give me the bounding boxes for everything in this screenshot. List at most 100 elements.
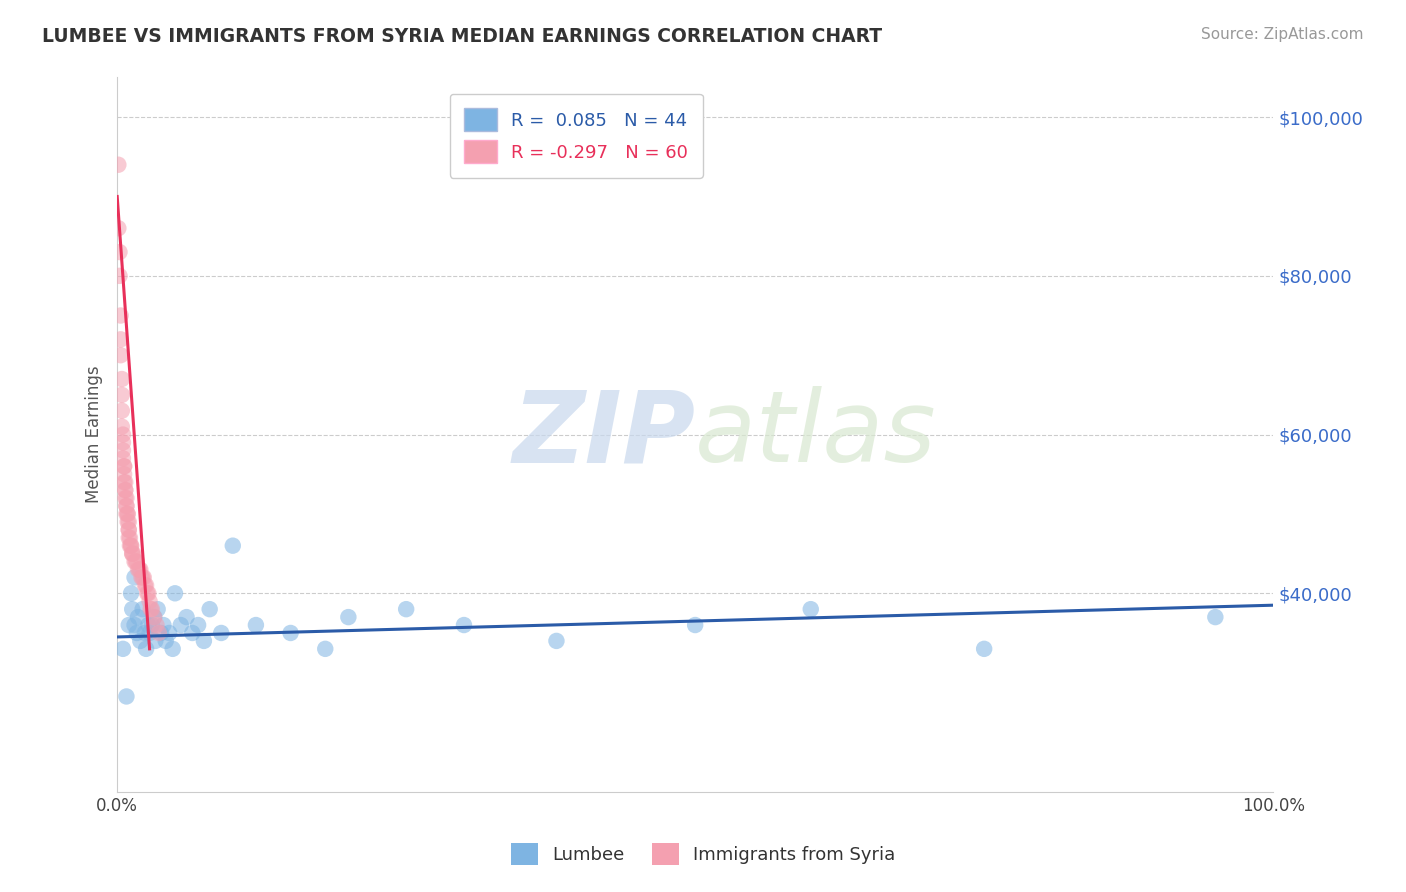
Point bbox=[143, 634, 166, 648]
Point bbox=[108, 268, 131, 283]
Point bbox=[134, 578, 156, 592]
Text: LUMBEE VS IMMIGRANTS FROM SYRIA MEDIAN EARNINGS CORRELATION CHART: LUMBEE VS IMMIGRANTS FROM SYRIA MEDIAN E… bbox=[42, 27, 883, 45]
Point bbox=[124, 570, 146, 584]
Point bbox=[150, 626, 173, 640]
Point bbox=[146, 602, 169, 616]
Point bbox=[163, 586, 186, 600]
Point bbox=[121, 547, 143, 561]
Point bbox=[187, 618, 209, 632]
Point bbox=[117, 507, 139, 521]
Point bbox=[131, 570, 153, 584]
Point bbox=[120, 539, 142, 553]
Point bbox=[141, 618, 163, 632]
Text: ZIP: ZIP bbox=[512, 386, 695, 483]
Point bbox=[143, 610, 166, 624]
Point bbox=[129, 634, 152, 648]
Point bbox=[111, 419, 134, 434]
Point bbox=[973, 641, 995, 656]
Point bbox=[112, 459, 135, 474]
Point bbox=[138, 586, 160, 600]
Point bbox=[110, 348, 132, 362]
Point bbox=[128, 562, 150, 576]
Point bbox=[115, 690, 138, 704]
Point bbox=[112, 459, 135, 474]
Point bbox=[118, 523, 141, 537]
Point bbox=[124, 618, 146, 632]
Point bbox=[135, 578, 157, 592]
Point bbox=[107, 158, 129, 172]
Point bbox=[118, 531, 141, 545]
Point bbox=[111, 641, 134, 656]
Point bbox=[138, 594, 160, 608]
Point bbox=[1204, 610, 1226, 624]
Point bbox=[118, 618, 141, 632]
Point bbox=[120, 586, 142, 600]
Point bbox=[141, 602, 163, 616]
Point bbox=[135, 641, 157, 656]
Point bbox=[120, 539, 142, 553]
Point bbox=[683, 618, 706, 632]
Point bbox=[118, 531, 141, 545]
Point bbox=[115, 499, 138, 513]
Point bbox=[136, 586, 159, 600]
Point bbox=[118, 523, 141, 537]
Point bbox=[131, 570, 153, 584]
Point bbox=[138, 626, 160, 640]
Point bbox=[110, 332, 132, 346]
Point bbox=[176, 610, 198, 624]
Point bbox=[157, 626, 180, 640]
Text: Source: ZipAtlas.com: Source: ZipAtlas.com bbox=[1201, 27, 1364, 42]
Point bbox=[125, 555, 148, 569]
Point bbox=[111, 443, 134, 458]
Point bbox=[111, 372, 134, 386]
Point bbox=[115, 491, 138, 505]
Point bbox=[115, 507, 138, 521]
Point bbox=[118, 539, 141, 553]
Point bbox=[546, 634, 568, 648]
Point bbox=[280, 626, 302, 640]
Point bbox=[111, 388, 134, 402]
Point bbox=[125, 626, 148, 640]
Point bbox=[114, 475, 136, 490]
Point bbox=[114, 491, 136, 505]
Point bbox=[395, 602, 418, 616]
Legend: Lumbee, Immigrants from Syria: Lumbee, Immigrants from Syria bbox=[502, 834, 904, 874]
Point bbox=[124, 555, 146, 569]
Point bbox=[125, 555, 148, 569]
Point bbox=[117, 507, 139, 521]
Point bbox=[131, 602, 153, 616]
Point bbox=[117, 515, 139, 529]
Point bbox=[118, 515, 141, 529]
Point bbox=[127, 610, 149, 624]
Legend: R =  0.085   N = 44, R = -0.297   N = 60: R = 0.085 N = 44, R = -0.297 N = 60 bbox=[450, 94, 703, 178]
Point bbox=[314, 641, 336, 656]
Point bbox=[129, 562, 152, 576]
Point bbox=[209, 626, 232, 640]
Point bbox=[155, 634, 177, 648]
Point bbox=[122, 547, 145, 561]
Point bbox=[111, 403, 134, 417]
Point bbox=[132, 570, 155, 584]
Point bbox=[121, 602, 143, 616]
Point bbox=[114, 483, 136, 497]
Point bbox=[107, 221, 129, 235]
Point bbox=[108, 245, 131, 260]
Y-axis label: Median Earnings: Median Earnings bbox=[86, 366, 103, 503]
Point bbox=[198, 602, 221, 616]
Point bbox=[111, 435, 134, 450]
Point bbox=[148, 626, 170, 640]
Point bbox=[453, 618, 475, 632]
Point bbox=[143, 610, 166, 624]
Point bbox=[114, 483, 136, 497]
Point bbox=[139, 602, 162, 616]
Point bbox=[111, 451, 134, 466]
Point bbox=[162, 641, 184, 656]
Point bbox=[222, 539, 245, 553]
Point bbox=[152, 618, 174, 632]
Text: atlas: atlas bbox=[695, 386, 936, 483]
Point bbox=[145, 618, 167, 632]
Point bbox=[337, 610, 360, 624]
Point bbox=[193, 634, 215, 648]
Point bbox=[112, 467, 135, 482]
Point bbox=[121, 547, 143, 561]
